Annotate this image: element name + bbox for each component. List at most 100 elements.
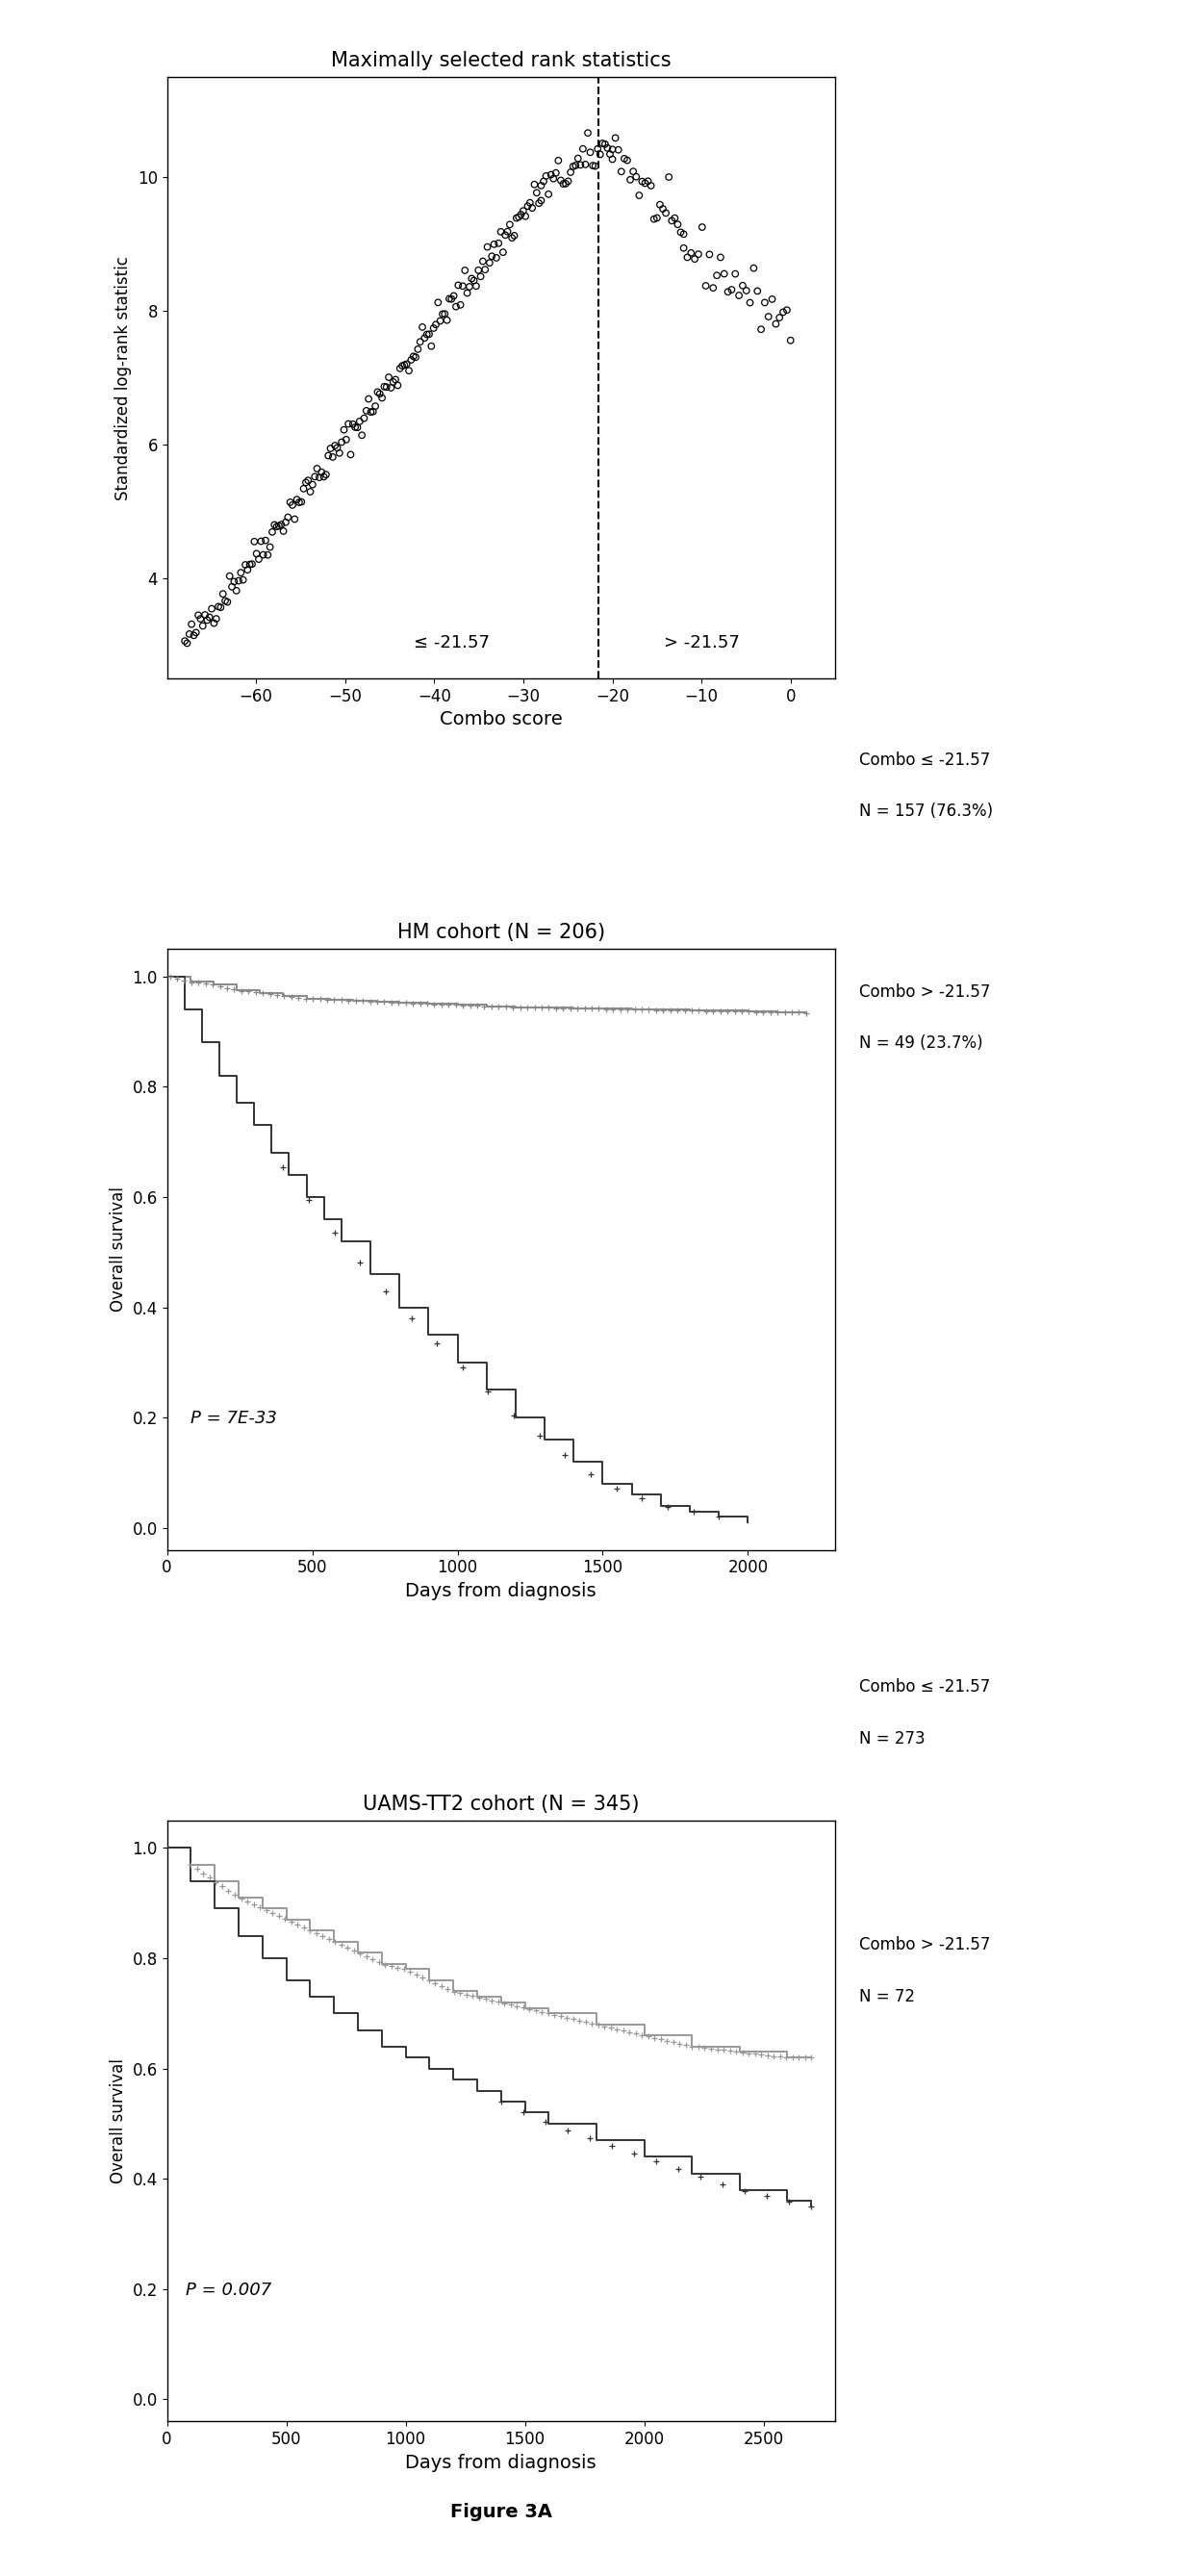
Point (618, 139, 637, 180)
Point (390, 348, 409, 389)
Point (576, 144, 595, 185)
Point (283, 484, 302, 526)
Point (496, 214, 515, 255)
Point (413, 307, 432, 348)
Point (218, 582, 237, 623)
Point (752, 309, 771, 350)
Point (512, 193, 531, 234)
Point (781, 319, 801, 361)
Point (558, 160, 577, 201)
Point (198, 600, 217, 641)
Point (334, 410, 353, 451)
Point (314, 456, 333, 497)
Point (280, 482, 299, 523)
Point (216, 580, 235, 621)
Point (258, 533, 277, 574)
Point (366, 386, 385, 428)
Point (466, 265, 486, 307)
Point (186, 613, 205, 654)
Point (227, 569, 246, 611)
Point (202, 587, 221, 629)
Y-axis label: Standardized log-rank statistic: Standardized log-rank statistic (115, 255, 132, 500)
Point (242, 544, 261, 585)
Point (586, 144, 605, 185)
Point (361, 392, 381, 433)
Text: > -21.57: > -21.57 (663, 634, 740, 652)
Point (668, 204, 687, 245)
Point (636, 162, 655, 204)
Point (420, 314, 439, 355)
Point (630, 175, 649, 216)
Point (718, 270, 737, 312)
Point (379, 355, 398, 397)
Point (769, 296, 789, 337)
Point (532, 165, 551, 206)
Point (707, 255, 727, 296)
Point (532, 180, 551, 222)
Point (191, 598, 210, 639)
Point (612, 152, 631, 193)
Point (400, 350, 419, 392)
Point (620, 160, 639, 201)
Point (252, 520, 271, 562)
Point (593, 124, 612, 165)
Point (441, 278, 460, 319)
Point (336, 420, 356, 461)
Point (711, 237, 730, 278)
Point (648, 198, 667, 240)
Point (256, 520, 276, 562)
Point (285, 500, 304, 541)
Point (476, 250, 495, 291)
Text: ≤ -21.57: ≤ -21.57 (414, 634, 490, 652)
Point (471, 255, 490, 296)
Point (395, 345, 414, 386)
Point (440, 278, 459, 319)
Point (392, 345, 412, 386)
Point (518, 185, 537, 227)
Point (700, 234, 719, 276)
Point (551, 160, 570, 201)
Point (681, 232, 700, 273)
Point (494, 232, 513, 273)
Point (211, 587, 230, 629)
Point (367, 371, 387, 412)
Point (674, 227, 693, 268)
Point (583, 144, 602, 185)
Point (313, 451, 332, 492)
Point (600, 134, 619, 175)
Point (507, 198, 526, 240)
Point (272, 505, 291, 546)
Point (650, 183, 669, 224)
Point (715, 252, 734, 294)
Point (514, 191, 533, 232)
Text: P = 0.007: P = 0.007 (186, 2282, 272, 2298)
Point (446, 286, 465, 327)
Point (773, 291, 792, 332)
Point (206, 598, 225, 639)
Point (175, 621, 194, 662)
Point (236, 544, 255, 585)
Title: HM cohort (N = 206): HM cohort (N = 206) (397, 922, 605, 943)
Text: P = 7E-33: P = 7E-33 (190, 1409, 277, 1427)
Point (426, 304, 445, 345)
Point (741, 283, 760, 325)
Point (492, 211, 511, 252)
Point (685, 240, 704, 281)
Point (406, 337, 425, 379)
Point (561, 152, 580, 193)
Point (240, 544, 259, 585)
Y-axis label: Overall survival: Overall survival (110, 1188, 126, 1311)
Point (372, 376, 391, 417)
Point (456, 250, 475, 291)
Point (415, 317, 434, 358)
Point (462, 258, 481, 299)
Point (459, 265, 478, 307)
Point (744, 247, 764, 289)
Point (384, 361, 403, 402)
Point (527, 173, 546, 214)
Point (184, 616, 203, 657)
Point (654, 188, 673, 229)
Point (298, 459, 317, 500)
Point (595, 124, 614, 165)
Point (200, 598, 220, 639)
